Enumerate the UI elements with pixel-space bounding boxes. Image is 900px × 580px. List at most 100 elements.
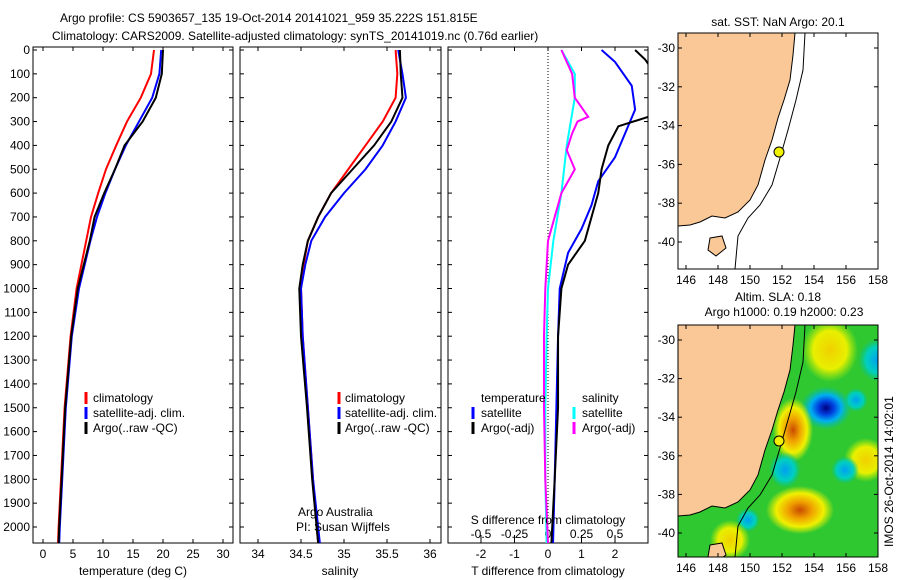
depth-tick-label: 100	[10, 67, 30, 81]
s-diff-tick-label: -0.25	[501, 527, 529, 541]
x-tick-label: -2	[476, 547, 487, 561]
lat-tick-label: -36	[658, 157, 676, 171]
series-satellite-adj-clim-	[58, 49, 163, 543]
sla-map	[678, 325, 878, 557]
series-argo-raw-qc-	[298, 49, 404, 543]
lat-tick-label: -32	[658, 80, 676, 94]
lat-tick-label: -30	[658, 41, 676, 55]
lat-tick-label: -38	[658, 487, 676, 501]
difference-lines	[542, 49, 648, 543]
depth-tick-label: 1200	[3, 329, 30, 343]
s-diff-tick-label: 0.25	[570, 527, 594, 541]
sst-map-frame	[677, 32, 879, 270]
depth-tick-label: 1600	[3, 425, 30, 439]
tasmania-coast	[707, 542, 727, 557]
depth-tick-label: 1300	[3, 353, 30, 367]
lon-tick-label: 146	[676, 273, 696, 287]
x-tick-label: 35	[337, 547, 351, 561]
lon-tick-label: 156	[836, 273, 856, 287]
series-climatology	[299, 49, 399, 543]
salinity-lines	[298, 49, 407, 543]
x-tick-label: -1	[509, 547, 520, 561]
legend-label: climatology	[93, 391, 153, 405]
x-tick-label: 35.5	[375, 547, 399, 561]
x-tick-label: 30	[216, 547, 230, 561]
depth-tick-label: 600	[10, 186, 30, 200]
depth-tick-label: 1100	[4, 305, 30, 319]
lat-tick-label: -30	[658, 333, 676, 347]
temperature-xlabel: temperature (deg C)	[79, 564, 187, 578]
s-diff-tick-label: 0.5	[607, 527, 624, 541]
tdiff-xlabel: T difference from climatology	[471, 564, 625, 578]
temperature-lines	[57, 49, 164, 543]
imos-timestamp: IMOS 26-Oct-2014 14:02:01	[882, 396, 896, 547]
depth-tick-label: 1000	[3, 282, 30, 296]
argo-position-marker	[773, 435, 785, 447]
lat-tick-label: -40	[658, 526, 676, 540]
x-tick-label: 34.5	[289, 547, 313, 561]
x-tick-label: 34	[251, 547, 265, 561]
legend-label: satellite	[582, 406, 623, 420]
legend-label: climatology	[345, 391, 405, 405]
legend-label: Argo(-adj)	[481, 421, 534, 435]
lat-tick-label: -40	[658, 235, 676, 249]
sst-map	[678, 33, 878, 269]
difference-legend: temperature satellite Argo(-adj) salinit…	[471, 390, 635, 435]
series-temperature-satellite	[552, 49, 637, 543]
x-tick-label: 2	[612, 547, 619, 561]
lon-tick-label: 152	[772, 273, 792, 287]
lon-tick-label: 158	[868, 273, 888, 287]
sla-map-frame	[677, 324, 879, 558]
tasmania-coast	[707, 235, 727, 257]
lon-tick-label: 154	[804, 561, 824, 575]
x-tick-label: 0	[40, 547, 47, 561]
sst-map-ticks: 146 148 150 152 154 156 158 -30 -32 -34 -36 -38 -40	[658, 33, 888, 287]
lat-tick-label: -36	[658, 449, 676, 463]
legend-label: satellite-adj. clim.	[93, 406, 185, 420]
depth-tick-label: 0	[23, 43, 30, 57]
lon-tick-label: 146	[676, 561, 696, 575]
salinity-legend: climatology satellite-adj. clim. Argo(..…	[337, 391, 437, 435]
sla-map-title2: Argo h1000: 0.19 h2000: 0.23	[705, 305, 864, 319]
land-mass	[678, 33, 796, 227]
series-satellite-adj-clim-	[299, 49, 407, 543]
lon-tick-label: 154	[804, 273, 824, 287]
isobath	[734, 325, 806, 557]
depth-tick-label: 300	[10, 115, 30, 129]
lon-tick-label: 156	[836, 561, 856, 575]
sla-map-ticks: 146 148 150 152 154 156 158 -30 -32 -34 -36 -38 -40	[658, 325, 888, 575]
depth-tick-label: 500	[10, 162, 30, 176]
s-diff-tick-label: -0.5	[471, 527, 492, 541]
depth-tick-label: 1900	[3, 496, 30, 510]
depth-tick-label: 400	[10, 138, 30, 152]
legend-title-temperature: temperature	[481, 391, 546, 405]
lat-tick-label: -34	[658, 410, 676, 424]
isobath	[734, 33, 806, 269]
pi-label: PI: Susan Wijffels	[296, 520, 390, 534]
title-line1: Argo profile: CS 5903657_135 19-Oct-2014…	[60, 11, 478, 25]
lat-tick-label: -38	[658, 196, 676, 210]
lon-tick-label: 152	[772, 561, 792, 575]
lon-tick-label: 148	[708, 561, 728, 575]
legend-label: Argo(..raw -QC)	[93, 421, 178, 435]
sst-map-title: sat. SST: NaN Argo: 20.1	[711, 15, 845, 29]
x-tick-label: 0	[545, 547, 552, 561]
title-line2: Climatology: CARS2009. Satellite-adjuste…	[52, 29, 538, 43]
depth-tick-label: 1800	[3, 472, 30, 486]
depth-tick-label: 900	[10, 258, 30, 272]
axis-ticks: 0100200300400500600700800900100011001200…	[3, 43, 648, 561]
sdiff-xlabel: S difference from climatology	[471, 513, 626, 527]
x-tick-label: 15	[126, 547, 140, 561]
depth-tick-label: 1500	[3, 401, 30, 415]
x-tick-label: 5	[70, 547, 77, 561]
salinity-panel-frame	[239, 46, 442, 544]
depth-tick-label: 700	[10, 210, 30, 224]
lon-tick-label: 150	[740, 561, 760, 575]
depth-tick-label: 2000	[3, 520, 30, 534]
legend-label: satellite-adj. clim.	[345, 406, 437, 420]
x-tick-label: 25	[186, 547, 200, 561]
sla-map-title1: Altim. SLA: 0.18	[735, 290, 821, 304]
temperature-legend: climatology satellite-adj. clim. Argo(..…	[84, 391, 185, 435]
x-tick-label: 20	[156, 547, 170, 561]
